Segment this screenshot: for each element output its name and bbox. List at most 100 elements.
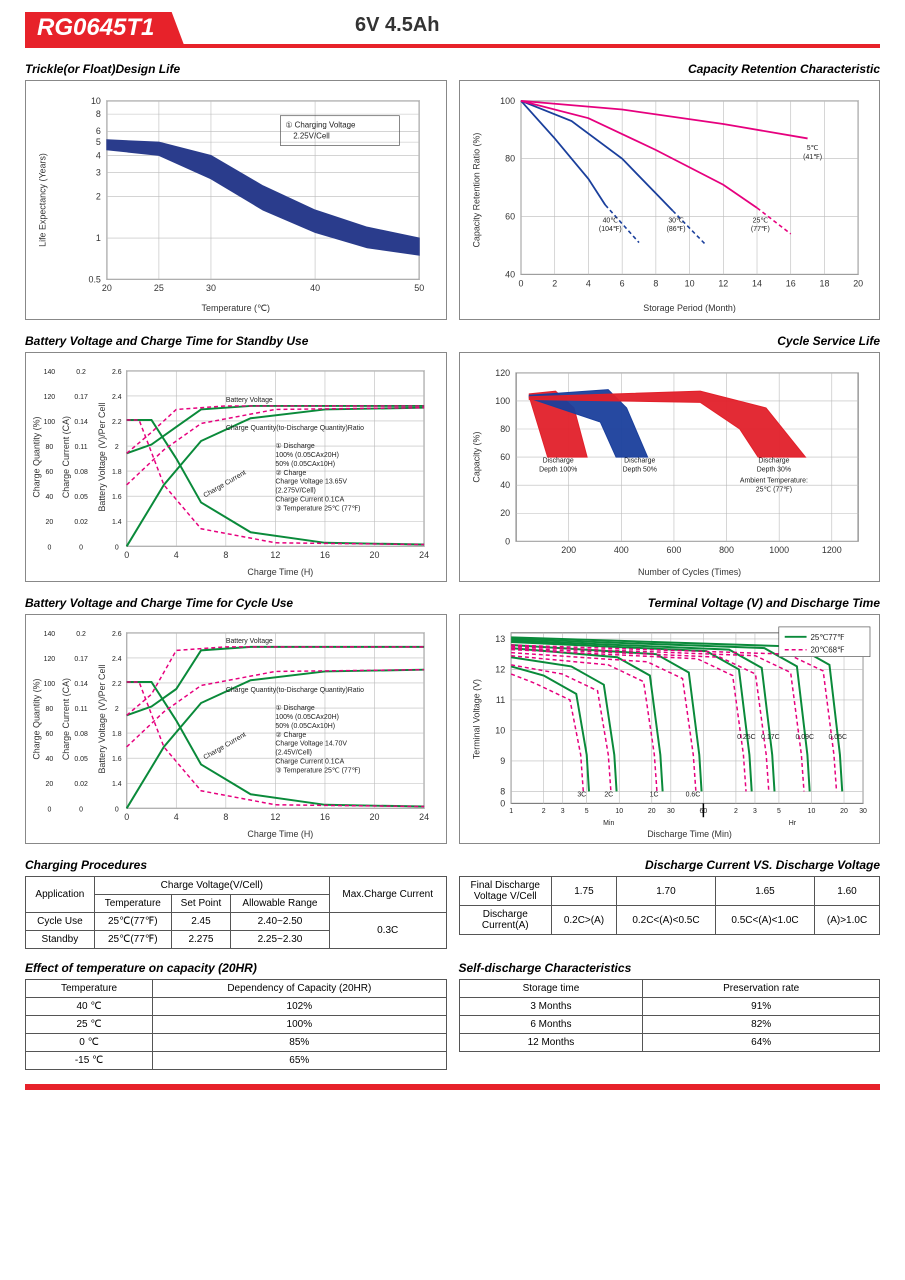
- svg-text:1.6: 1.6: [112, 756, 122, 763]
- panel-trickle: Trickle(or Float)Design Life 20253040500…: [25, 62, 447, 320]
- svg-text:0: 0: [47, 806, 51, 813]
- svg-text:0.2: 0.2: [76, 631, 86, 638]
- chart-standby: 04812162024000200.021.4400.051.6600.081.…: [25, 352, 447, 582]
- svg-text:2: 2: [733, 808, 737, 815]
- svg-text:③ Temperature 25℃ (77℉): ③ Temperature 25℃ (77℉): [275, 504, 360, 512]
- svg-text:Charge Quantity(to-Discharge Q: Charge Quantity(to-Discharge Quantity)Ra…: [226, 425, 364, 432]
- svg-text:Battery Voltage: Battery Voltage: [226, 397, 273, 404]
- svg-text:Number of Cycles (Times): Number of Cycles (Times): [638, 567, 741, 577]
- sd-table: Storage timePreservation rate 3 Months91…: [459, 979, 881, 1052]
- svg-text:40: 40: [46, 756, 54, 763]
- svg-text:Charge Quantity (%): Charge Quantity (%): [31, 678, 41, 759]
- svg-text:400: 400: [613, 545, 628, 555]
- svg-text:Charge Current: Charge Current: [203, 731, 248, 761]
- svg-text:10: 10: [495, 725, 505, 735]
- svg-text:Life Expectancy (Years): Life Expectancy (Years): [37, 153, 47, 247]
- svg-text:0: 0: [115, 806, 119, 813]
- svg-text:Discharge: Discharge: [542, 458, 573, 465]
- svg-text:4: 4: [174, 550, 179, 560]
- tbl-charging: Charging Procedures Application Charge V…: [25, 858, 447, 949]
- svg-text:4: 4: [174, 812, 179, 822]
- svg-text:2: 2: [552, 278, 557, 288]
- svg-text:30: 30: [206, 283, 216, 293]
- svg-text:3: 3: [560, 808, 564, 815]
- svg-text:Storage Period (Month): Storage Period (Month): [643, 303, 736, 313]
- svg-text:1000: 1000: [769, 545, 789, 555]
- svg-text:① Discharge: ① Discharge: [275, 704, 314, 712]
- svg-text:80: 80: [500, 424, 510, 434]
- svg-text:1.4: 1.4: [112, 519, 122, 526]
- tc-table: TemperatureDependency of Capacity (20HR)…: [25, 979, 447, 1070]
- svg-text:3: 3: [753, 808, 757, 815]
- dv-c2: DischargeCurrent(A): [459, 906, 552, 935]
- svg-text:0.02: 0.02: [74, 781, 88, 788]
- svg-text:1.8: 1.8: [112, 731, 122, 738]
- svg-text:1: 1: [509, 808, 513, 815]
- svg-text:120: 120: [495, 368, 510, 378]
- svg-text:Discharge: Discharge: [758, 458, 789, 465]
- panel-cycle-use: Battery Voltage and Charge Time for Cycl…: [25, 596, 447, 844]
- svg-text:30: 30: [666, 808, 674, 815]
- svg-text:100: 100: [44, 681, 56, 688]
- svg-text:0: 0: [47, 544, 51, 551]
- svg-text:40℃: 40℃: [602, 217, 618, 224]
- svg-text:4: 4: [585, 278, 590, 288]
- svg-text:8: 8: [223, 550, 228, 560]
- svg-text:3C: 3C: [577, 791, 586, 798]
- svg-text:0.09C: 0.09C: [795, 734, 813, 741]
- svg-text:Charge Time (H): Charge Time (H): [247, 829, 313, 839]
- svg-text:80: 80: [46, 444, 54, 451]
- svg-text:(2.275V/Cell): (2.275V/Cell): [275, 488, 315, 495]
- svg-text:0.05: 0.05: [74, 756, 88, 763]
- svg-text:200: 200: [561, 545, 576, 555]
- svg-text:0.2: 0.2: [76, 369, 86, 376]
- svg-text:0.6C: 0.6C: [685, 791, 700, 798]
- svg-text:(104℉): (104℉): [598, 226, 621, 233]
- svg-text:Charge Voltage 13.65V: Charge Voltage 13.65V: [275, 479, 347, 486]
- svg-text:Charge Time (H): Charge Time (H): [247, 567, 313, 577]
- svg-text:2.4: 2.4: [112, 656, 122, 663]
- svg-text:(2.45V/Cell): (2.45V/Cell): [275, 750, 312, 757]
- svg-text:Discharge Time (Min): Discharge Time (Min): [647, 829, 732, 839]
- svg-text:0: 0: [79, 544, 83, 551]
- svg-text:0: 0: [115, 544, 119, 551]
- title-retention: Capacity Retention Characteristic: [459, 62, 881, 76]
- svg-text:16: 16: [785, 278, 795, 288]
- dv-table: Final DischargeVoltage V/Cell 1.75 1.70 …: [459, 876, 881, 935]
- svg-text:80: 80: [46, 706, 54, 713]
- svg-text:Depth 100%: Depth 100%: [539, 467, 577, 474]
- svg-text:Hr: Hr: [788, 820, 796, 827]
- svg-text:1.4: 1.4: [112, 781, 122, 788]
- tbl-temp-cap: Effect of temperature on capacity (20HR)…: [25, 961, 447, 1070]
- svg-text:0.17: 0.17: [74, 394, 88, 401]
- svg-text:20: 20: [840, 808, 848, 815]
- title-terminal: Terminal Voltage (V) and Discharge Time: [459, 596, 881, 610]
- svg-text:0.11: 0.11: [75, 706, 88, 713]
- svg-text:2.4: 2.4: [112, 394, 122, 401]
- svg-text:Terminal Voltage (V): Terminal Voltage (V): [471, 679, 481, 759]
- svg-text:25℃ (77℉): 25℃ (77℉): [755, 486, 791, 493]
- tbl-sd-title: Self-discharge Characteristics: [459, 961, 881, 975]
- svg-text:60: 60: [46, 731, 54, 738]
- svg-text:100% (0.05CAx20H): 100% (0.05CAx20H): [275, 714, 338, 721]
- svg-text:① Discharge: ① Discharge: [275, 442, 314, 450]
- svg-text:Min: Min: [603, 820, 614, 827]
- svg-text:1200: 1200: [821, 545, 841, 555]
- svg-text:2: 2: [96, 192, 101, 202]
- svg-text:800: 800: [719, 545, 734, 555]
- svg-text:Charge Current 0.1CA: Charge Current 0.1CA: [275, 759, 344, 766]
- tbl-dv-title: Discharge Current VS. Discharge Voltage: [459, 858, 881, 872]
- svg-text:0.14: 0.14: [74, 681, 88, 688]
- svg-text:40: 40: [46, 494, 54, 501]
- svg-text:8: 8: [223, 812, 228, 822]
- spec-text: 6V 4.5Ah: [355, 14, 439, 37]
- svg-text:20: 20: [102, 283, 112, 293]
- svg-text:Charge Current (CA): Charge Current (CA): [61, 416, 71, 498]
- svg-text:120: 120: [44, 394, 56, 401]
- svg-text:0.08: 0.08: [74, 469, 88, 476]
- svg-text:Discharge: Discharge: [624, 458, 655, 465]
- panel-terminal: Terminal Voltage (V) and Discharge Time …: [459, 596, 881, 844]
- svg-text:60: 60: [46, 469, 54, 476]
- svg-text:0.25C: 0.25C: [737, 734, 755, 741]
- svg-text:14: 14: [752, 278, 762, 288]
